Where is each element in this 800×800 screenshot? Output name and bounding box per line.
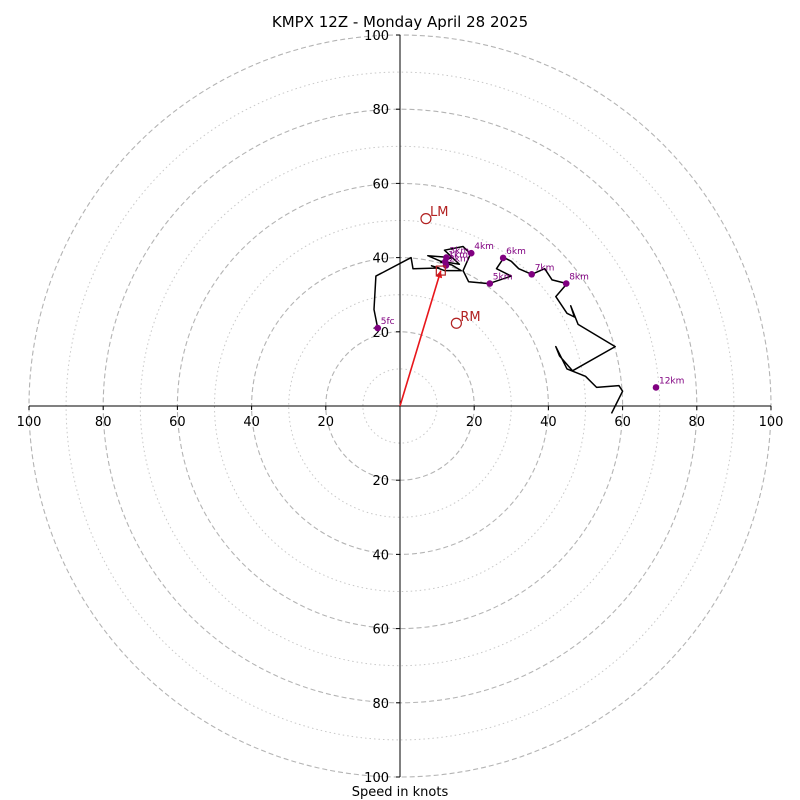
height-marker-label: 2km [449,254,469,264]
y-tick-label: 20 [372,474,389,489]
height-marker-point [528,270,536,278]
y-tick-label: 60 [372,177,389,192]
y-tick-label: 100 [364,29,389,44]
height-marker-point [374,324,382,332]
height-marker-label: 4km [474,242,494,252]
left-mover-label: LM [430,205,448,220]
shear-vector-line [399,270,442,407]
height-marker-label: 7km [535,263,555,273]
shear-vector-arrowhead [435,270,443,279]
height-marker-point [443,254,450,261]
left-mover-marker [420,213,432,225]
height-marker-label: 6km [506,247,526,257]
y-tick-label: 100 [364,771,389,786]
tick-labels: 100 80 60 40 20 20 40 60 80 100204060801002040608… [17,29,784,786]
height-marker-point [442,262,450,269]
mean-wind-marker [435,265,446,276]
x-tick-label: 40 [540,415,557,430]
y-tick-label: 60 [372,623,389,638]
right-mover-label: RM [460,310,480,325]
x-axis-label: Speed in knots [352,785,449,800]
y-tick-label: 80 [372,103,389,118]
x-tick-label: 20 [466,415,483,430]
height-marker-label: 5km [493,273,513,283]
x-tick-label: 40 [243,415,260,430]
right-mover-marker [450,317,462,329]
height-marker-point [467,249,475,257]
height-marker-point [486,280,494,287]
x-tick-label: 80 [689,415,706,430]
height-marker-point [499,254,507,262]
height-marker-point [652,384,660,391]
height-marker-label: 1km [448,251,468,261]
height-marker-label: 5fc [381,317,395,327]
x-tick-label: 60 [614,415,631,430]
height-marker-label: 12km [659,376,684,386]
x-tick-label: 20 [318,415,335,430]
height-marker-label: 8km [569,273,589,283]
x-tick-label: 80 [95,415,112,430]
x-tick-label: 60 [169,415,186,430]
y-tick-label: 80 [372,697,389,712]
y-tick-label: 40 [372,252,389,267]
shear-vector-group [399,270,443,407]
storm-motion-markers: LM RM [420,205,481,329]
x-tick-label: 100 [759,415,784,430]
height-marker-label: 3km [449,247,469,257]
height-marker-point [562,280,570,287]
x-tick-label: 100 [17,415,42,430]
hodograph-trace [373,245,624,414]
y-tick-label: 40 [372,548,389,563]
hodograph-trace-group [373,245,624,414]
chart-title: KMPX 12Z - Monday April 28 2025 [272,13,528,31]
